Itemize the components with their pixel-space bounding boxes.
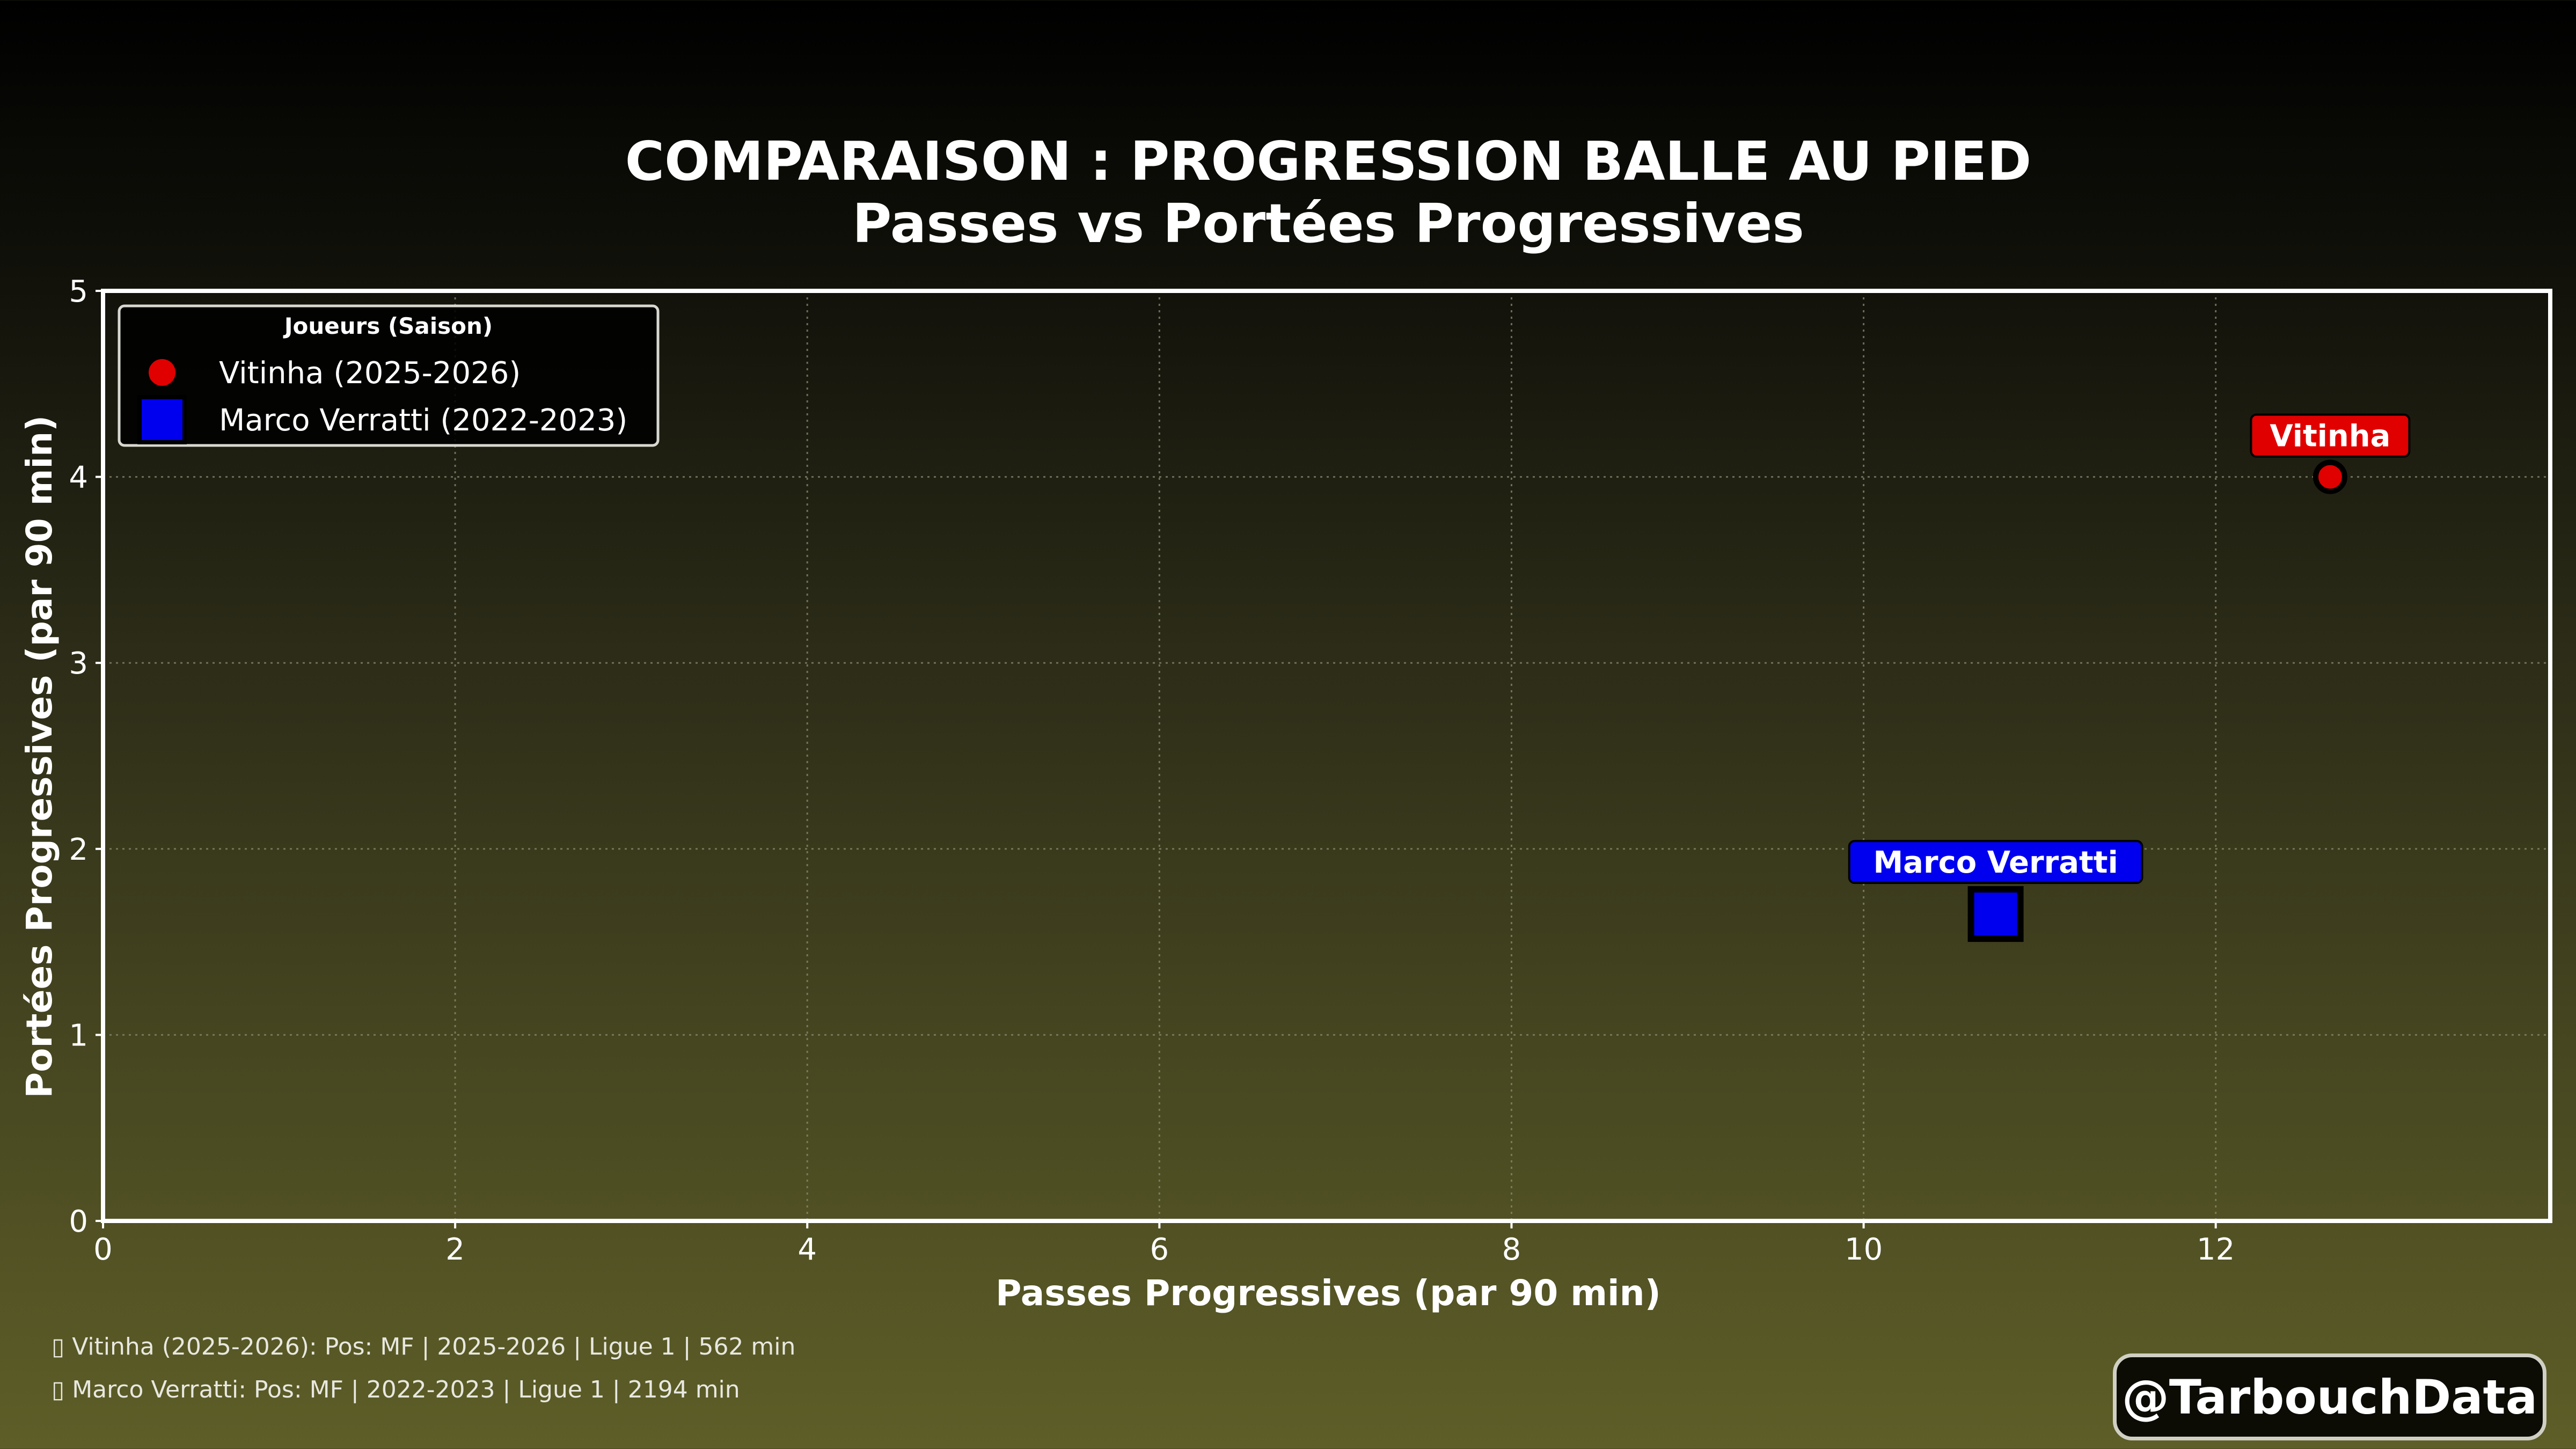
y-tick-label: 2 bbox=[69, 832, 88, 867]
point-label-box bbox=[2250, 413, 2411, 458]
point-label: Marco Verratti bbox=[1873, 845, 2118, 880]
legend-entry-label: Marco Verratti (2022-2023) bbox=[219, 403, 627, 438]
point-label-box bbox=[1848, 840, 2143, 884]
footer-note-verratti: ▯ Marco Verratti: Pos: MF | 2022-2023 | … bbox=[52, 1376, 740, 1403]
point-label: Vitinha bbox=[2270, 419, 2390, 454]
y-tick-label: 4 bbox=[69, 460, 88, 495]
legend-box bbox=[118, 304, 660, 447]
y-tick-label: 5 bbox=[69, 274, 88, 309]
x-tick-label: 4 bbox=[797, 1232, 817, 1267]
legend-marker-square bbox=[137, 395, 187, 444]
y-tick-label: 0 bbox=[69, 1204, 88, 1239]
x-tick-label: 0 bbox=[93, 1232, 113, 1267]
y-tick-label: 3 bbox=[69, 646, 88, 681]
x-tick-label: 12 bbox=[2197, 1232, 2235, 1267]
footer-note-vitinha: ▯ Vitinha (2025-2026): Pos: MF | 2025-20… bbox=[52, 1333, 796, 1360]
y-axis-label: Portées Progressives (par 90 min) bbox=[19, 415, 60, 1099]
watermark-badge: @TarbouchData bbox=[2113, 1353, 2546, 1440]
legend-entry-label: Vitinha (2025-2026) bbox=[219, 356, 521, 391]
x-tick-label: 8 bbox=[1502, 1232, 1521, 1267]
chart-subtitle: Passes vs Portées Progressives bbox=[852, 192, 1804, 255]
x-tick-label: 10 bbox=[1845, 1232, 1883, 1267]
data-points: Vitinha Marco Verratti bbox=[1848, 413, 2411, 942]
data-point-marco-verratti bbox=[1967, 886, 2024, 942]
chart-title: COMPARAISON : PROGRESSION BALLE AU PIED bbox=[625, 130, 2032, 193]
y-tick-label: 1 bbox=[69, 1018, 88, 1053]
x-axis-label: Passes Progressives (par 90 min) bbox=[996, 1272, 1661, 1314]
plot-area-frame bbox=[101, 289, 2552, 1223]
legend-marker-circle bbox=[149, 359, 175, 386]
data-point-vitinha bbox=[2312, 459, 2347, 494]
legend-title: Joueurs (Saison) bbox=[283, 313, 493, 339]
x-tick-label: 6 bbox=[1150, 1232, 1169, 1267]
x-tick-label: 2 bbox=[445, 1232, 465, 1267]
legend: Joueurs (Saison) Vitinha (2025-2026) Marco… bbox=[118, 304, 660, 447]
